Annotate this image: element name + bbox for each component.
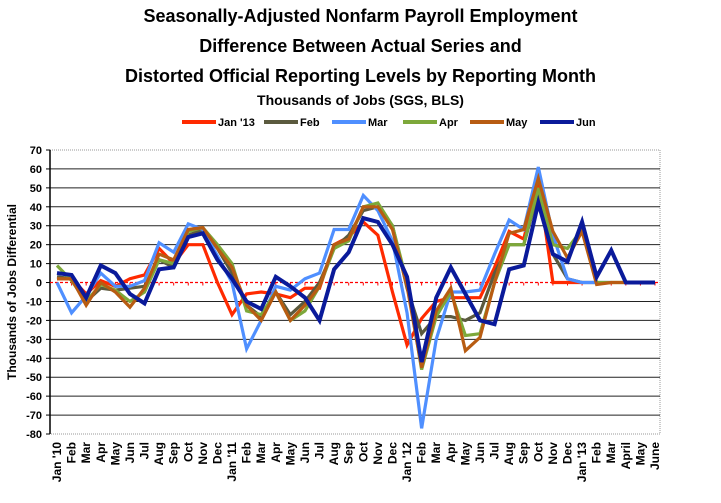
x-tick-label: May [458,442,472,466]
legend-label: Mar [368,117,388,129]
y-tick-label: -20 [26,315,42,327]
x-tick-label: Mar [604,442,618,464]
x-tick-label: Jul [313,442,327,459]
x-tick-label: Aug [152,442,166,465]
series-line-mar [55,166,612,429]
y-tick-label: 70 [30,145,42,157]
chart-title-line-2: Difference Between Actual Series and [199,36,522,56]
y-axis-label: Thousands of Jobs Differential [5,204,19,380]
x-tick-label: Aug [502,442,516,465]
x-tick-label: Mar [79,442,93,464]
x-tick-label: Nov [546,442,560,465]
x-tick-label: Jan '10 [50,442,64,483]
x-tick-label: Mar [254,442,268,464]
y-tick-label: -80 [26,429,42,441]
y-tick-label: 50 [30,183,42,195]
y-tick-label: 0 [36,278,42,290]
x-tick-label: Jun [298,442,312,463]
y-tick-label: 60 [30,164,42,176]
legend-label: Feb [300,117,320,129]
x-tick-label: Dec [385,442,399,464]
legend-label: Jan '13 [218,117,255,129]
x-tick-label: Feb [65,442,79,463]
x-tick-label: June [648,442,662,470]
y-tick-label: 40 [30,202,42,214]
series-line-jun [56,195,655,363]
y-tick-label: -60 [26,391,42,403]
x-tick-label: Sep [342,442,356,464]
x-tick-label: Aug [327,442,341,465]
series-line-apr [55,187,626,371]
x-tick-label: Feb [590,442,604,463]
x-tick-label: Sep [517,442,531,464]
x-tick-label: Dec [210,442,224,464]
x-tick-label: Jan '12 [400,442,414,483]
x-tick-label: Dec [560,442,574,464]
x-tick-label: Apr [269,442,283,463]
legend-label: Jun [576,117,596,129]
y-tick-label: 10 [30,259,42,271]
x-tick-label: Feb [415,442,429,463]
chart-title-line-3: Distorted Official Reporting Levels by R… [124,66,597,86]
series-line-may [57,172,641,369]
x-tick-label: May [108,442,122,466]
x-tick-label: Apr [94,442,108,463]
x-tick-label: Jun [123,442,137,463]
x-tick-label: Jan '11 [225,442,239,482]
x-tick-label: May [283,442,297,466]
legend-label: May [506,117,528,129]
y-tick-label: 20 [30,240,42,252]
x-tick-label: Oct [356,442,370,462]
x-tick-label: Jul [488,442,502,459]
chart-subtitle: Thousands of Jobs (SGS, BLS) [257,92,464,108]
x-tick-label: Apr [444,442,458,463]
x-tick-label: Feb [240,442,254,463]
legend-label: Apr [439,117,459,129]
x-tick-label: Oct [531,442,545,462]
x-tick-label: Jul [138,442,152,459]
y-tick-label: -30 [26,334,42,346]
plot-frame [49,149,661,435]
chart-title-line-1: Seasonally-Adjusted Nonfarm Payroll Empl… [143,6,578,26]
x-tick-label: Oct [181,442,195,462]
y-tick-label: -10 [26,296,42,308]
x-tick-label: Mar [429,442,443,464]
x-tick-label: Nov [196,442,210,465]
x-tick-label: Jun [473,442,487,463]
x-tick-label: Sep [167,442,181,464]
y-tick-label: -50 [26,372,42,384]
x-tick-label: April [619,442,633,469]
x-tick-label: May [633,442,647,466]
y-tick-label: -40 [26,353,42,365]
x-tick-label: Jan '13 [575,442,589,483]
y-tick-label: 30 [30,221,42,233]
x-tick-label: Nov [371,442,385,465]
y-tick-label: -70 [26,410,42,422]
